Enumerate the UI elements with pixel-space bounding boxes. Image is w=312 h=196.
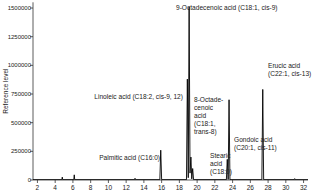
y-tick-label: 500000 bbox=[11, 120, 32, 126]
x-tick-label: 16 bbox=[158, 184, 166, 191]
x-tick bbox=[303, 180, 304, 183]
x-tick-label: 32 bbox=[300, 184, 308, 191]
x-tick bbox=[90, 180, 91, 183]
peak-label: 8-Octade- bbox=[194, 96, 223, 103]
y-axis bbox=[33, 2, 34, 180]
x-tick-label: 6 bbox=[71, 184, 75, 191]
x-tick bbox=[250, 180, 251, 183]
y-tick-label: 1250000 bbox=[8, 34, 32, 40]
x-tick-label: 24 bbox=[229, 184, 237, 191]
x-tick-label: 26 bbox=[247, 184, 255, 191]
x-tick-label: 8 bbox=[89, 184, 93, 191]
x-tick-label: 12 bbox=[123, 184, 131, 191]
peak-label: (C18:0) bbox=[210, 168, 232, 176]
peak-label: (C20:1, cis-11) bbox=[234, 144, 277, 152]
y-tick-label: 1000000 bbox=[8, 62, 32, 68]
peak-label: Linoleic acid (C18:2, cis-9, 12) bbox=[94, 93, 183, 101]
peak-label: Palmitic acid (C16:0) bbox=[99, 154, 160, 162]
x-tick bbox=[143, 180, 144, 183]
x-tick-label: 20 bbox=[193, 184, 201, 191]
x-tick bbox=[55, 180, 56, 183]
peak-label: 9-Octadecenoic acid (C18:1, cis-9) bbox=[176, 4, 278, 12]
x-tick bbox=[72, 180, 73, 183]
y-tick-label: 0 bbox=[28, 177, 32, 183]
y-tick-label: 750000 bbox=[11, 91, 32, 97]
peak-label: trans-8) bbox=[194, 128, 217, 136]
x-tick-label: 18 bbox=[176, 184, 184, 191]
x-tick bbox=[232, 180, 233, 183]
peak-label: (C22:1, cis-13) bbox=[268, 70, 311, 78]
x-tick-label: 2 bbox=[36, 184, 40, 191]
y-tick-label: 1500000 bbox=[8, 5, 32, 11]
x-tick-label: 14 bbox=[140, 184, 148, 191]
x-tick bbox=[285, 180, 286, 183]
x-tick bbox=[268, 180, 269, 183]
x-tick bbox=[108, 180, 109, 183]
peak-label: Stearic bbox=[210, 152, 231, 159]
x-tick bbox=[197, 180, 198, 183]
peak-label: Gondoic acid bbox=[234, 136, 273, 143]
peak-label: acid bbox=[210, 160, 222, 167]
x-tick bbox=[161, 180, 162, 183]
x-tick-label: 30 bbox=[282, 184, 290, 191]
peak-label: Erucic acid bbox=[268, 62, 301, 69]
peak-label: (C18:1, bbox=[194, 120, 216, 128]
x-tick-label: 22 bbox=[211, 184, 219, 191]
x-tick-label: 10 bbox=[105, 184, 113, 191]
chromatogram-trace bbox=[33, 7, 308, 180]
x-tick bbox=[126, 180, 127, 183]
chart: 0 250000 500000 750000 1000000 1250000 1500000… bbox=[0, 0, 312, 196]
x-tick-label: 4 bbox=[53, 184, 57, 191]
peak-label: acid bbox=[194, 112, 206, 119]
peak-label: cenoic bbox=[194, 104, 214, 111]
y-tick-label: 250000 bbox=[11, 148, 32, 154]
y-axis-title: Reference level bbox=[2, 68, 9, 114]
x-tick bbox=[214, 180, 215, 183]
x-tick-label: 28 bbox=[264, 184, 272, 191]
x-tick bbox=[179, 180, 180, 183]
plot-area bbox=[33, 7, 308, 180]
x-tick bbox=[37, 180, 38, 183]
